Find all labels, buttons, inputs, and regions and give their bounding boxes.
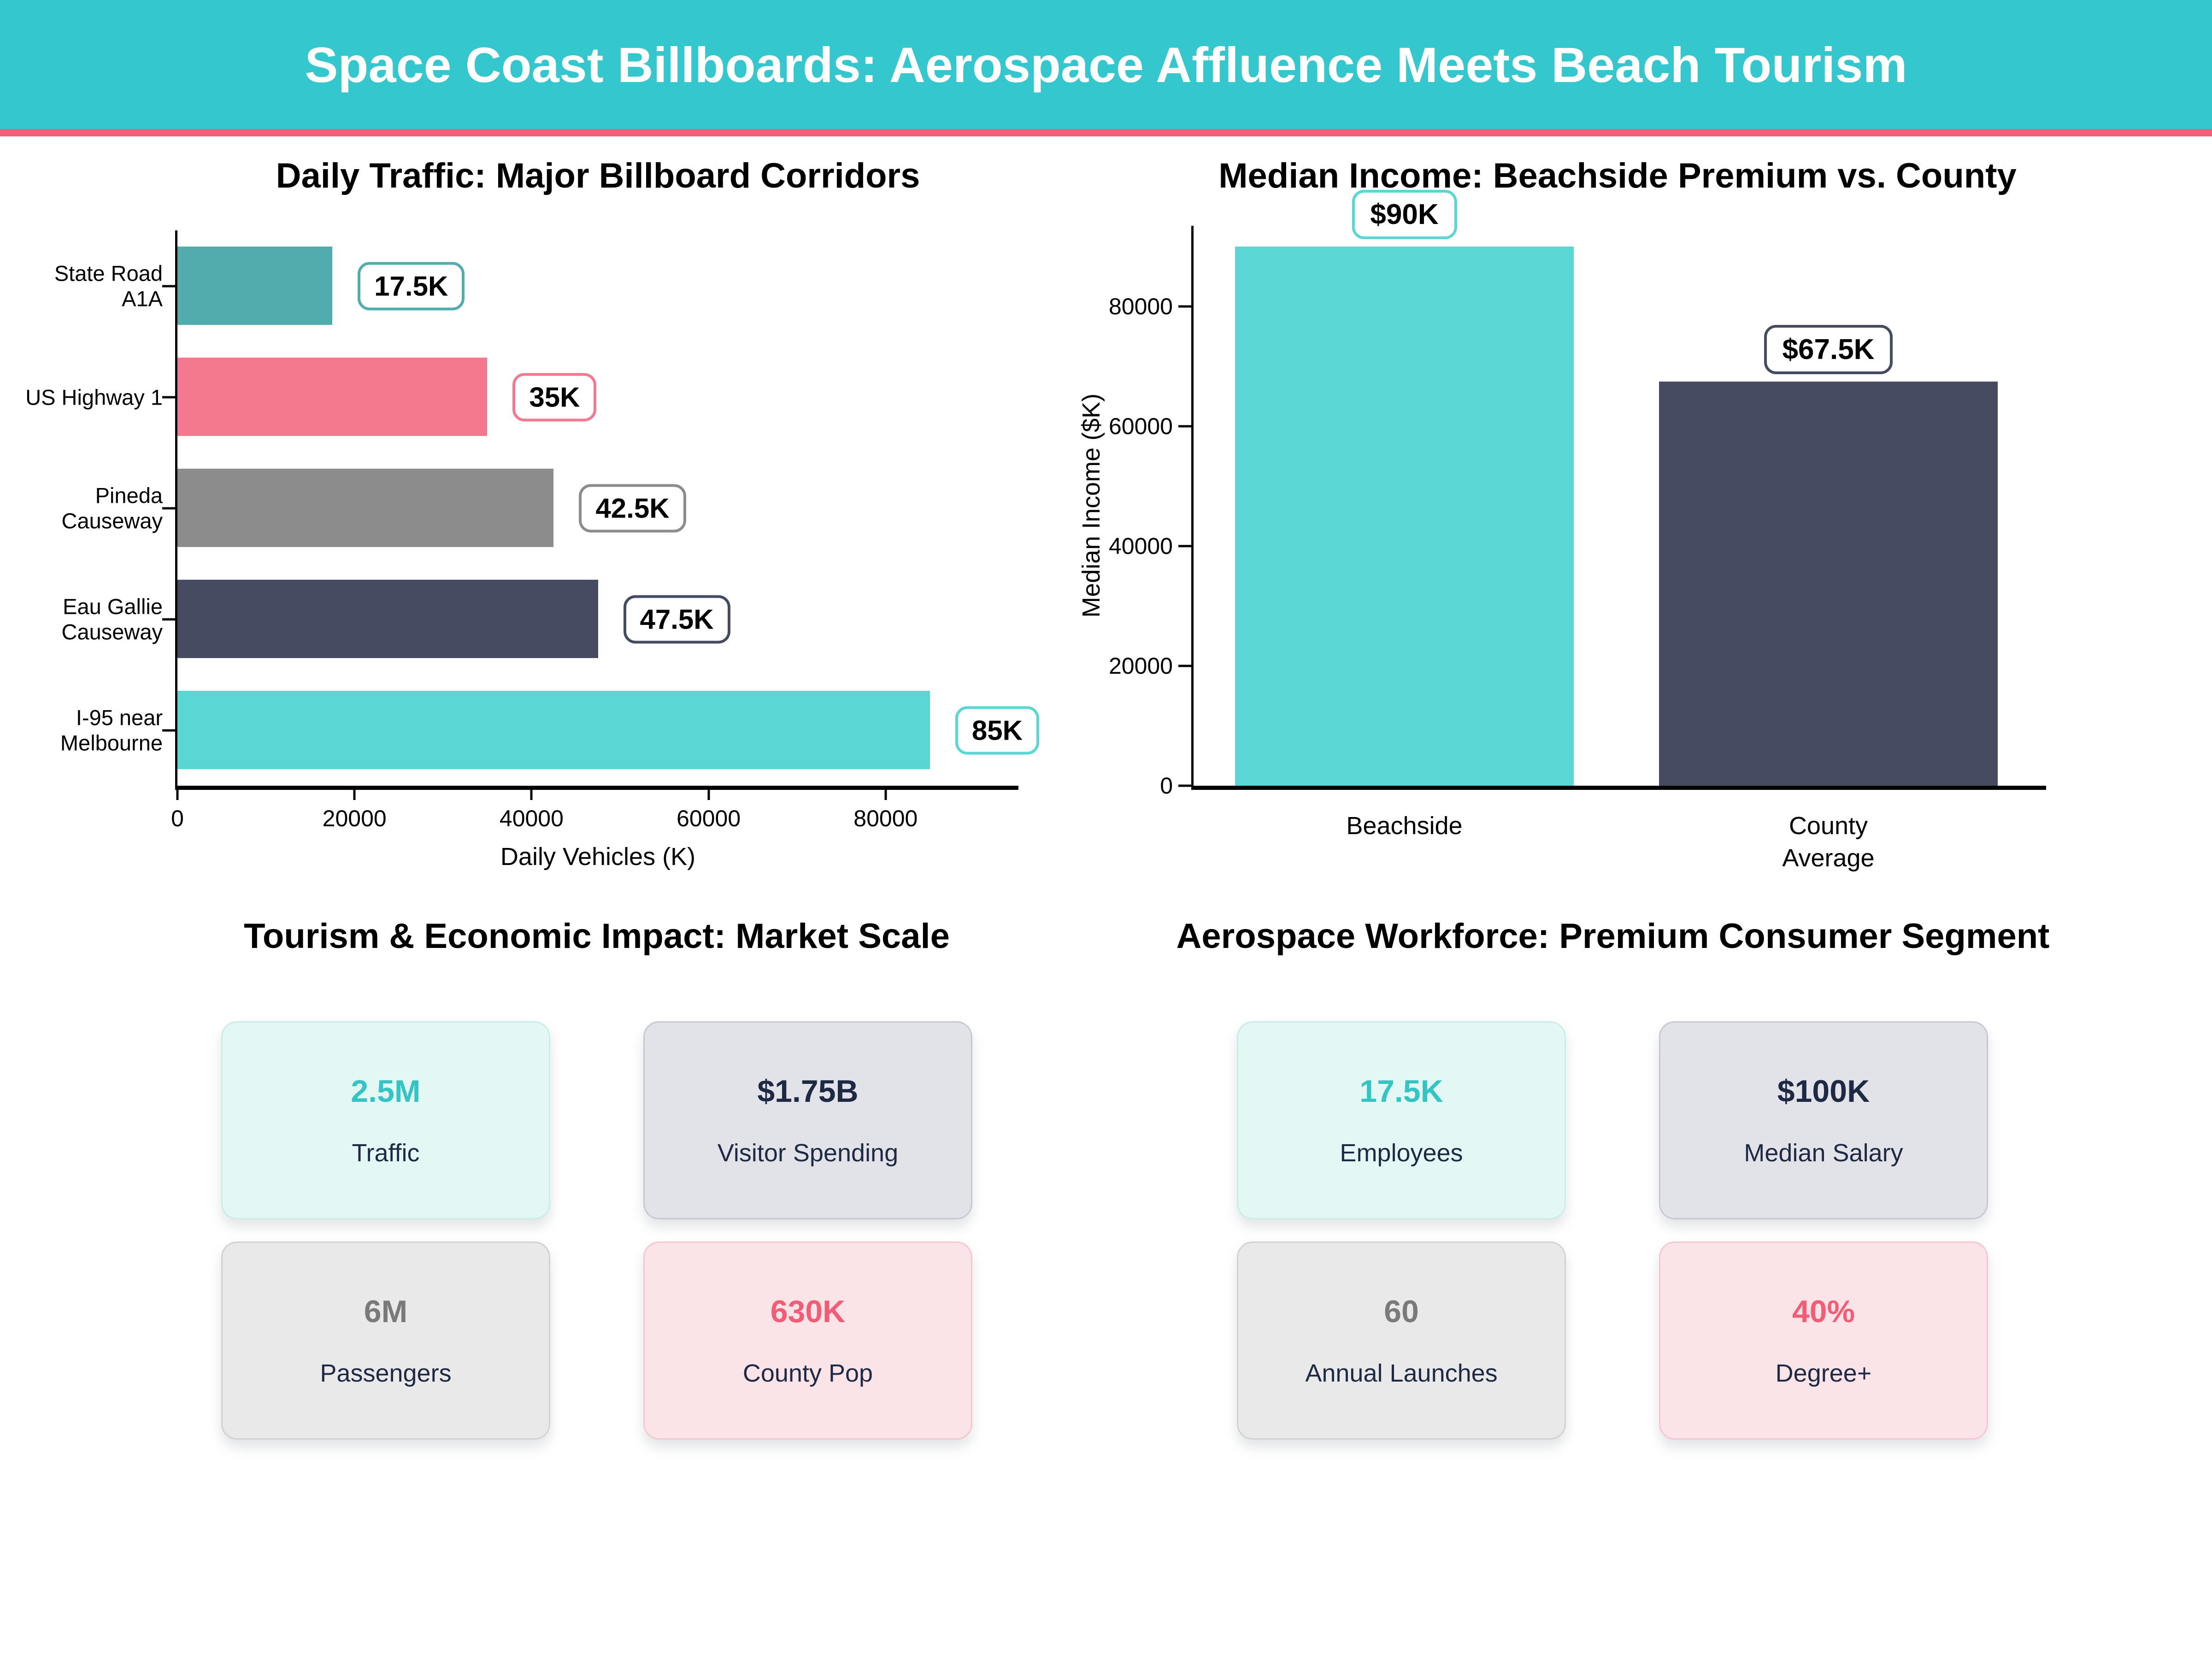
stat-card-value: 17.5K (1359, 1074, 1443, 1109)
income-y-tick (1178, 425, 1191, 428)
traffic-value-label: 35K (512, 373, 597, 421)
income-y-axis-label: Median Income ($K) (1077, 393, 1105, 618)
income-y-tick-label: 40000 (1108, 533, 1173, 559)
traffic-category-label: Eau Gallie Causeway (61, 594, 163, 644)
income-y-axis (1191, 226, 1194, 790)
income-y-tick (1178, 784, 1191, 787)
stat-card-label: Passengers (320, 1359, 452, 1387)
stat-card: 40% Degree+ (1659, 1241, 1988, 1440)
traffic-value-label: 17.5K (358, 262, 465, 310)
traffic-chart-title: Daily Traffic: Major Billboard Corridors (276, 156, 920, 195)
traffic-bar (177, 691, 930, 769)
stat-card-value: $1.75B (757, 1074, 859, 1109)
traffic-value-label: 47.5K (623, 595, 730, 643)
traffic-x-tick (530, 790, 533, 800)
income-value-label: $67.5K (1764, 324, 1893, 374)
traffic-bar (177, 247, 333, 325)
traffic-category-label: State Road A1A (54, 261, 163, 311)
stat-card: 2.5M Traffic (221, 1021, 550, 1219)
traffic-y-tick (162, 285, 175, 287)
traffic-x-axis (175, 786, 1018, 790)
income-category-label: Beachside (1346, 812, 1463, 840)
income-bar (1235, 247, 1574, 786)
traffic-bar (177, 580, 598, 658)
traffic-y-tick (162, 618, 175, 620)
income-y-tick-label: 20000 (1108, 653, 1173, 679)
traffic-y-axis (175, 230, 177, 790)
stat-card-label: Employees (1340, 1139, 1463, 1167)
stat-card-value: 2.5M (351, 1074, 421, 1109)
income-chart-plot: $90K Beachside $67.5K County Average 0 20000 4… (1109, 190, 2046, 872)
stat-card: $100K Median Salary (1659, 1021, 1988, 1219)
traffic-y-tick (162, 507, 175, 509)
traffic-x-tick (353, 790, 356, 800)
traffic-x-tick (707, 790, 710, 800)
stat-card-label: Traffic (352, 1139, 420, 1167)
stat-card-value: 40% (1792, 1294, 1855, 1329)
workforce-cards: 17.5K Employees $100K Median Salary 60 Annual… (1237, 1021, 1988, 1440)
traffic-chart-plot: State Road A1A 17.5K US Highway 1 35K Pineda… (25, 230, 1039, 831)
traffic-y-tick (162, 729, 175, 731)
page-title: Space Coast Billboards: Aerospace Afflue… (305, 36, 1907, 93)
traffic-value-label: 85K (955, 706, 1039, 754)
traffic-category-label: US Highway 1 (25, 384, 163, 409)
tourism-section-title: Tourism & Economic Impact: Market Scale (244, 917, 950, 956)
stat-card: $1.75B Visitor Spending (643, 1021, 972, 1219)
workforce-section-title: Aerospace Workforce: Premium Consumer Se… (1176, 917, 2050, 956)
stat-card: 630K County Pop (643, 1241, 972, 1440)
traffic-x-tick-label: 0 (171, 806, 184, 831)
income-bar (1659, 381, 1998, 786)
traffic-x-tick-label: 80000 (853, 806, 918, 831)
traffic-x-tick-label: 60000 (677, 806, 741, 831)
stat-card-label: Visitor Spending (717, 1139, 899, 1167)
traffic-bar (177, 469, 554, 547)
stat-card-label: Median Salary (1744, 1139, 1903, 1167)
traffic-x-tick (884, 790, 887, 800)
income-x-axis (1191, 786, 2046, 790)
income-y-tick (1178, 665, 1191, 667)
income-y-tick-label: 60000 (1108, 413, 1173, 440)
header-banner: Space Coast Billboards: Aerospace Afflue… (0, 0, 2212, 136)
traffic-value-label: 42.5K (579, 484, 686, 532)
traffic-category-label: Pineda Causeway (61, 483, 163, 533)
income-y-tick-label: 0 (1160, 773, 1173, 799)
traffic-x-axis-label: Daily Vehicles (K) (500, 843, 696, 871)
traffic-bar (177, 358, 488, 436)
traffic-x-tick (176, 790, 179, 800)
traffic-x-tick-label: 20000 (322, 806, 387, 831)
income-y-tick (1178, 305, 1191, 308)
stat-card-value: 6M (364, 1294, 408, 1329)
tourism-cards: 2.5M Traffic $1.75B Visitor Spending 6M Passe… (221, 1021, 972, 1440)
income-category-label: County Average (1782, 812, 1875, 872)
income-y-tick-label: 80000 (1108, 294, 1173, 320)
traffic-y-tick (162, 396, 175, 398)
stat-card-value: 630K (770, 1294, 846, 1329)
stat-card-label: County Pop (742, 1359, 873, 1387)
stat-card: 60 Annual Launches (1237, 1241, 1566, 1440)
stat-card-value: 60 (1384, 1294, 1419, 1329)
income-chart-title: Median Income: Beachside Premium vs. Cou… (1218, 156, 2017, 195)
stat-card-label: Degree+ (1775, 1359, 1872, 1387)
income-value-label: $90K (1352, 190, 1457, 240)
stat-card: 17.5K Employees (1237, 1021, 1566, 1219)
stat-card: 6M Passengers (221, 1241, 550, 1440)
income-y-tick (1178, 545, 1191, 547)
traffic-category-label: I-95 near Melbourne (60, 705, 163, 755)
traffic-x-tick-label: 40000 (499, 806, 564, 831)
stat-card-label: Annual Launches (1305, 1359, 1498, 1387)
stat-card-value: $100K (1777, 1074, 1870, 1109)
